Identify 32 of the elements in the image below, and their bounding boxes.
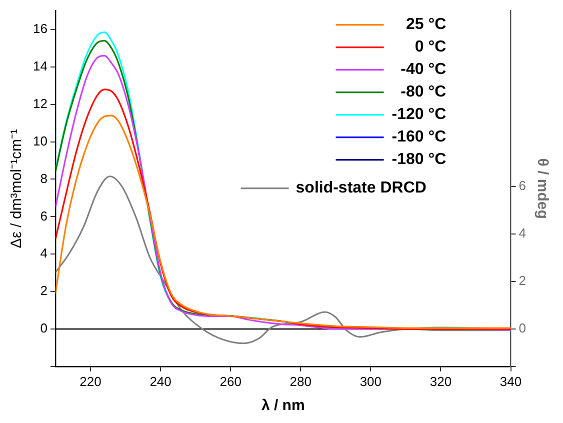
legend-label: 0 °C — [414, 38, 447, 56]
x-tick-label: 340 — [500, 374, 522, 389]
x-tick-label: 320 — [430, 374, 452, 389]
legend-label: -120 °C — [392, 106, 447, 124]
legend-label: solid-state DRCD — [296, 180, 426, 197]
legend-label: -80 °C — [400, 84, 447, 101]
legend-label: -180 °C — [392, 151, 447, 168]
x-axis-title: λ / nm — [261, 397, 305, 414]
legend-label: 25 °C — [406, 16, 447, 34]
y-tick-label: 6 — [40, 208, 48, 224]
y-tick-label: 10 — [32, 133, 48, 148]
y-tick-label: 16 — [32, 21, 48, 36]
x-tick-label: 220 — [80, 374, 102, 389]
x-tick-label: 300 — [360, 374, 382, 389]
y2-axis-title: θ / mdeg — [534, 158, 551, 219]
line-series — [55, 176, 511, 344]
y-axis-title: Δε / dm³mol⁻¹cm⁻¹ — [8, 129, 26, 248]
y-tick-label: 0 — [40, 320, 48, 336]
legend-label: -160 °C — [392, 128, 447, 146]
x-tick-label: 260 — [220, 374, 242, 389]
y-tick-label: 8 — [40, 170, 48, 186]
y2-tick-label: 6 — [518, 178, 526, 194]
y-tick-label: 2 — [40, 283, 48, 298]
x-tick-label: 240 — [150, 374, 172, 389]
y-tick-label: 14 — [32, 58, 48, 74]
y2-tick-label: 2 — [518, 273, 526, 288]
y2-tick-label: 4 — [518, 226, 526, 241]
x-tick-label: 280 — [290, 374, 312, 389]
y2-tick-label: 0 — [518, 320, 526, 336]
y-tick-label: 12 — [32, 96, 48, 111]
y-tick-label: 4 — [40, 246, 48, 261]
legend-label: -40 °C — [400, 61, 447, 78]
